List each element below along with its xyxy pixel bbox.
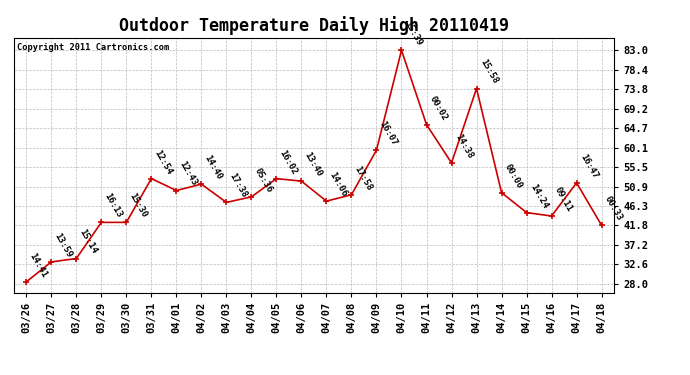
Text: 15:39: 15:39 bbox=[403, 20, 424, 48]
Text: 15:14: 15:14 bbox=[78, 228, 99, 256]
Text: 00:02: 00:02 bbox=[428, 94, 449, 122]
Text: 14:24: 14:24 bbox=[528, 182, 549, 210]
Text: 13:40: 13:40 bbox=[303, 151, 324, 178]
Text: Copyright 2011 Cartronics.com: Copyright 2011 Cartronics.com bbox=[17, 43, 169, 52]
Text: 14:38: 14:38 bbox=[453, 132, 474, 160]
Text: 16:13: 16:13 bbox=[103, 192, 124, 220]
Text: 16:47: 16:47 bbox=[578, 152, 599, 180]
Text: 09:11: 09:11 bbox=[553, 186, 574, 213]
Text: 17:38: 17:38 bbox=[228, 172, 249, 200]
Text: 12:54: 12:54 bbox=[152, 148, 174, 176]
Title: Outdoor Temperature Daily High 20110419: Outdoor Temperature Daily High 20110419 bbox=[119, 16, 509, 34]
Text: 16:07: 16:07 bbox=[378, 120, 399, 147]
Text: 13:59: 13:59 bbox=[52, 231, 74, 259]
Text: 14:06: 14:06 bbox=[328, 171, 349, 198]
Text: 12:43: 12:43 bbox=[178, 160, 199, 188]
Text: 00:33: 00:33 bbox=[603, 195, 624, 223]
Text: 05:36: 05:36 bbox=[253, 166, 274, 194]
Text: 00:00: 00:00 bbox=[503, 162, 524, 190]
Text: 14:40: 14:40 bbox=[203, 154, 224, 182]
Text: 15:58: 15:58 bbox=[478, 58, 499, 86]
Text: 14:41: 14:41 bbox=[28, 251, 49, 279]
Text: 15:30: 15:30 bbox=[128, 192, 149, 220]
Text: 16:02: 16:02 bbox=[278, 148, 299, 176]
Text: 17:58: 17:58 bbox=[353, 164, 374, 192]
